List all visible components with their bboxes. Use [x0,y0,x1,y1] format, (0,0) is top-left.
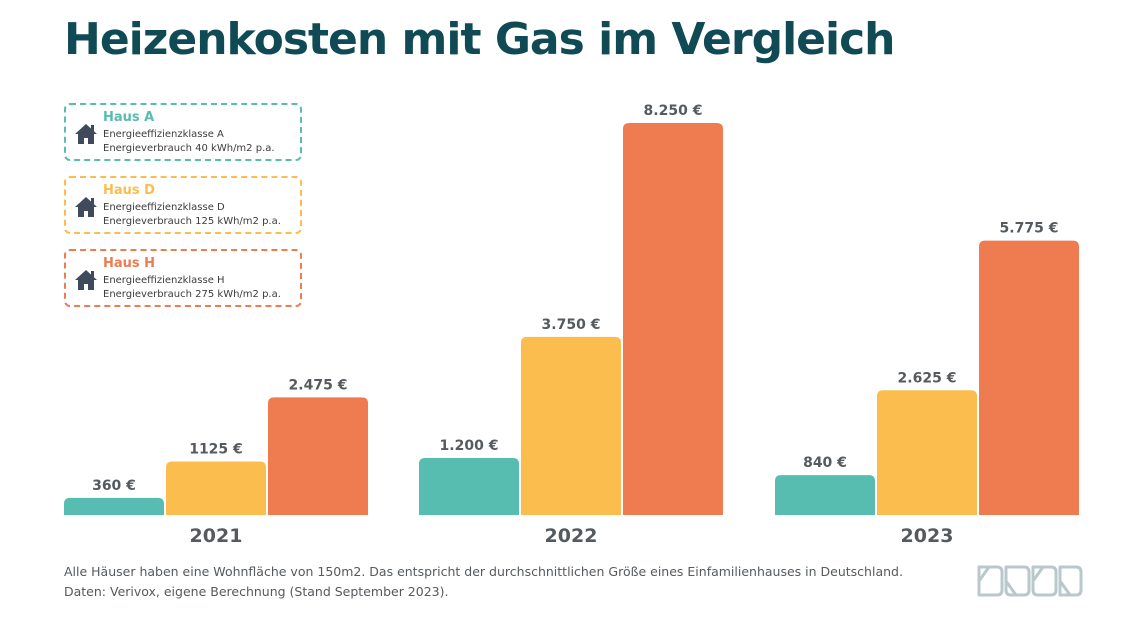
legend-efficiency-class: Energieeffizienzklasse A [103,129,224,140]
bar-haus-d-2021 [166,461,266,515]
bar-haus-h-2021 [268,397,368,515]
data-label: 3.750 € [542,317,601,333]
x-tick-label: 2021 [190,525,243,547]
legend-item-haus-d: Haus D Energieeffizienzklasse D Energiev… [64,176,302,234]
house-icon [75,197,97,217]
legend-energy-usage: Energieverbrauch 275 kWh/m2 p.a. [103,289,281,300]
data-label: 8.250 € [644,103,703,119]
house-icon [75,124,97,144]
bar-haus-h-2023 [979,240,1079,515]
footnote-area-note: Alle Häuser haben eine Wohnfläche von 15… [64,564,903,579]
legend-item-haus-h: Haus H Energieeffizienzklasse H Energiev… [64,249,302,307]
bar-haus-d-2023 [877,390,977,515]
bar-haus-a-2021 [64,497,164,515]
legend-name: Haus D [103,183,155,198]
data-label: 5.775 € [1000,221,1059,237]
bar-haus-a-2022 [419,457,519,515]
legend-efficiency-class: Energieeffizienzklasse D [103,202,225,213]
data-label: 1.200 € [440,438,499,454]
legend-name: Haus H [103,256,156,271]
legend-name: Haus A [103,110,155,125]
data-label: 840 € [803,455,847,471]
x-tick-label: 2023 [901,525,954,547]
legend-energy-usage: Energieverbrauch 40 kWh/m2 p.a. [103,143,275,154]
data-label: 360 € [92,478,136,494]
brand-logo [977,565,1083,597]
bar-haus-a-2023 [775,475,875,515]
footnote-source: Daten: Verivox, eigene Berechnung (Stand… [64,584,449,599]
data-label: 2.475 € [289,377,348,393]
x-tick-label: 2022 [545,525,598,547]
bar-haus-d-2022 [521,336,621,515]
legend-item-haus-a: Haus A Energieeffizienzklasse A Energiev… [64,103,302,161]
data-label: 2.625 € [898,370,957,386]
data-label: 1125 € [189,442,243,458]
bar-haus-h-2022 [623,123,723,515]
house-icon [75,270,97,290]
legend-energy-usage: Energieverbrauch 125 kWh/m2 p.a. [103,216,281,227]
legend-efficiency-class: Energieeffizienzklasse H [103,275,225,286]
chart-title: Heizenkosten mit Gas im Vergleich [64,14,895,65]
